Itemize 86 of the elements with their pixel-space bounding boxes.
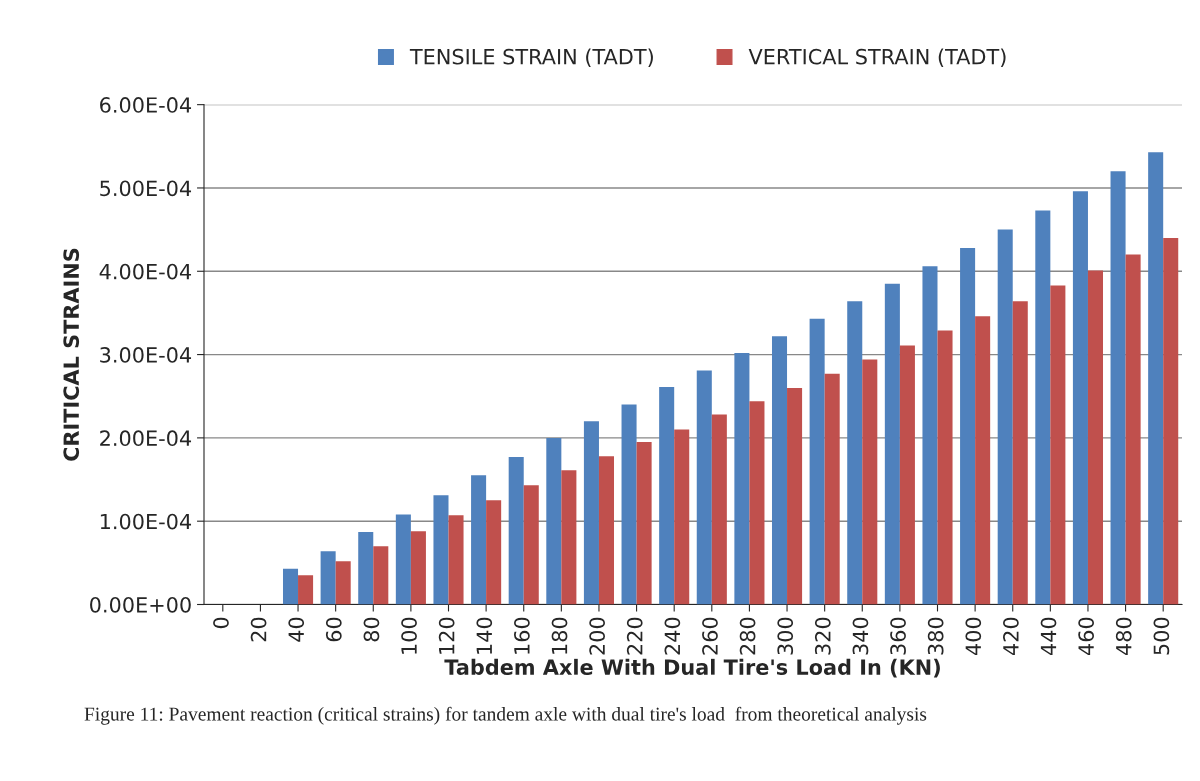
bar xyxy=(395,514,411,605)
y-tick-label: 2.00E-04 xyxy=(100,430,192,447)
x-tick-label: 340 xyxy=(852,617,869,655)
bar xyxy=(546,437,562,605)
x-tick-label: 200 xyxy=(589,617,606,655)
x-tick-label: 300 xyxy=(777,617,794,655)
bar xyxy=(448,515,464,605)
y-tick-label: 4.00E-04 xyxy=(99,263,192,280)
legend-label: TENSILE STRAIN (TADT) xyxy=(409,48,653,68)
bar xyxy=(282,568,299,605)
bar xyxy=(1148,152,1164,605)
x-tick-label: 400 xyxy=(965,617,982,656)
x-tick-label: 280 xyxy=(739,617,756,655)
y-tick-label: 5.00E-04 xyxy=(100,180,192,197)
x-tick-label: 20 xyxy=(250,617,267,642)
bar xyxy=(884,283,900,605)
y-tick-label: 0.00E+00 xyxy=(90,596,191,613)
bar xyxy=(561,470,577,605)
x-tick-label: 420 xyxy=(1003,617,1019,656)
bar xyxy=(598,456,615,605)
x-tick-label: 220 xyxy=(626,617,643,655)
bar xyxy=(922,266,938,605)
bar xyxy=(508,457,524,605)
legend-label: VERTICAL STRAIN (TADT) xyxy=(748,48,1006,68)
bar xyxy=(696,370,712,605)
y-tick-label: 3.00E-04 xyxy=(100,347,192,363)
bar xyxy=(674,429,690,605)
x-tick-label: 60 xyxy=(325,617,342,642)
bar xyxy=(1012,301,1028,605)
bar xyxy=(862,359,878,605)
bar xyxy=(621,404,637,605)
bar xyxy=(471,475,487,605)
x-tick-label: 480 xyxy=(1115,617,1132,656)
bar xyxy=(1035,210,1051,605)
x-tick-label: 180 xyxy=(551,617,568,654)
bar xyxy=(1125,254,1141,605)
x-tick-label: 160 xyxy=(514,617,530,654)
bar xyxy=(734,352,750,605)
y-tick-label: 1.00E-04 xyxy=(100,513,192,530)
bar xyxy=(787,387,803,605)
bar xyxy=(960,247,976,605)
bar xyxy=(937,330,953,605)
bar xyxy=(523,485,539,605)
bar xyxy=(358,532,374,605)
bar xyxy=(1110,171,1126,605)
y-axis-title: CRITICAL STRAINS xyxy=(63,248,80,461)
bar xyxy=(809,318,825,605)
caption: Figure 11: Pavement reaction (critical strains) for tandem axle with dual tire's load from theoretical analysis xyxy=(84,706,927,725)
bar xyxy=(899,345,915,605)
x-tick-label: 460 xyxy=(1078,617,1095,656)
x-tick-label: 500 xyxy=(1153,617,1170,655)
x-tick-label: 140 xyxy=(476,617,493,654)
bar xyxy=(711,414,727,605)
bar xyxy=(486,500,502,605)
x-tick-label: 320 xyxy=(814,617,831,655)
x-tick-label: 260 xyxy=(702,617,718,655)
x-tick-label: 0 xyxy=(213,617,229,629)
x-tick-label: 120 xyxy=(438,617,455,654)
x-axis-title: Tabdem Axle With Dual Tire's Load In (KN) xyxy=(444,658,940,678)
bar xyxy=(298,575,314,605)
x-tick-label: 80 xyxy=(363,617,380,642)
bar xyxy=(373,546,389,605)
bar xyxy=(824,373,840,605)
bar xyxy=(749,401,765,605)
bar xyxy=(771,336,788,605)
y-tick-label: 6.00E-04 xyxy=(100,97,192,113)
bar xyxy=(335,561,351,605)
x-tick-label: 360 xyxy=(890,617,906,655)
bar xyxy=(636,442,652,605)
x-tick-label: 40 xyxy=(288,617,305,642)
bar xyxy=(1087,270,1104,605)
x-tick-label: 240 xyxy=(664,617,681,655)
bar xyxy=(320,551,336,605)
bar xyxy=(975,316,991,605)
x-tick-label: 440 xyxy=(1040,617,1057,656)
bar xyxy=(659,387,675,605)
bar xyxy=(847,301,863,605)
x-tick-label: 380 xyxy=(927,617,944,655)
bar xyxy=(1163,237,1179,605)
bar xyxy=(433,495,449,605)
bar xyxy=(1050,285,1066,605)
bar xyxy=(997,229,1013,605)
bar xyxy=(1072,191,1088,605)
bar xyxy=(410,531,426,605)
x-tick-label: 100 xyxy=(401,617,417,654)
bar xyxy=(583,421,599,605)
